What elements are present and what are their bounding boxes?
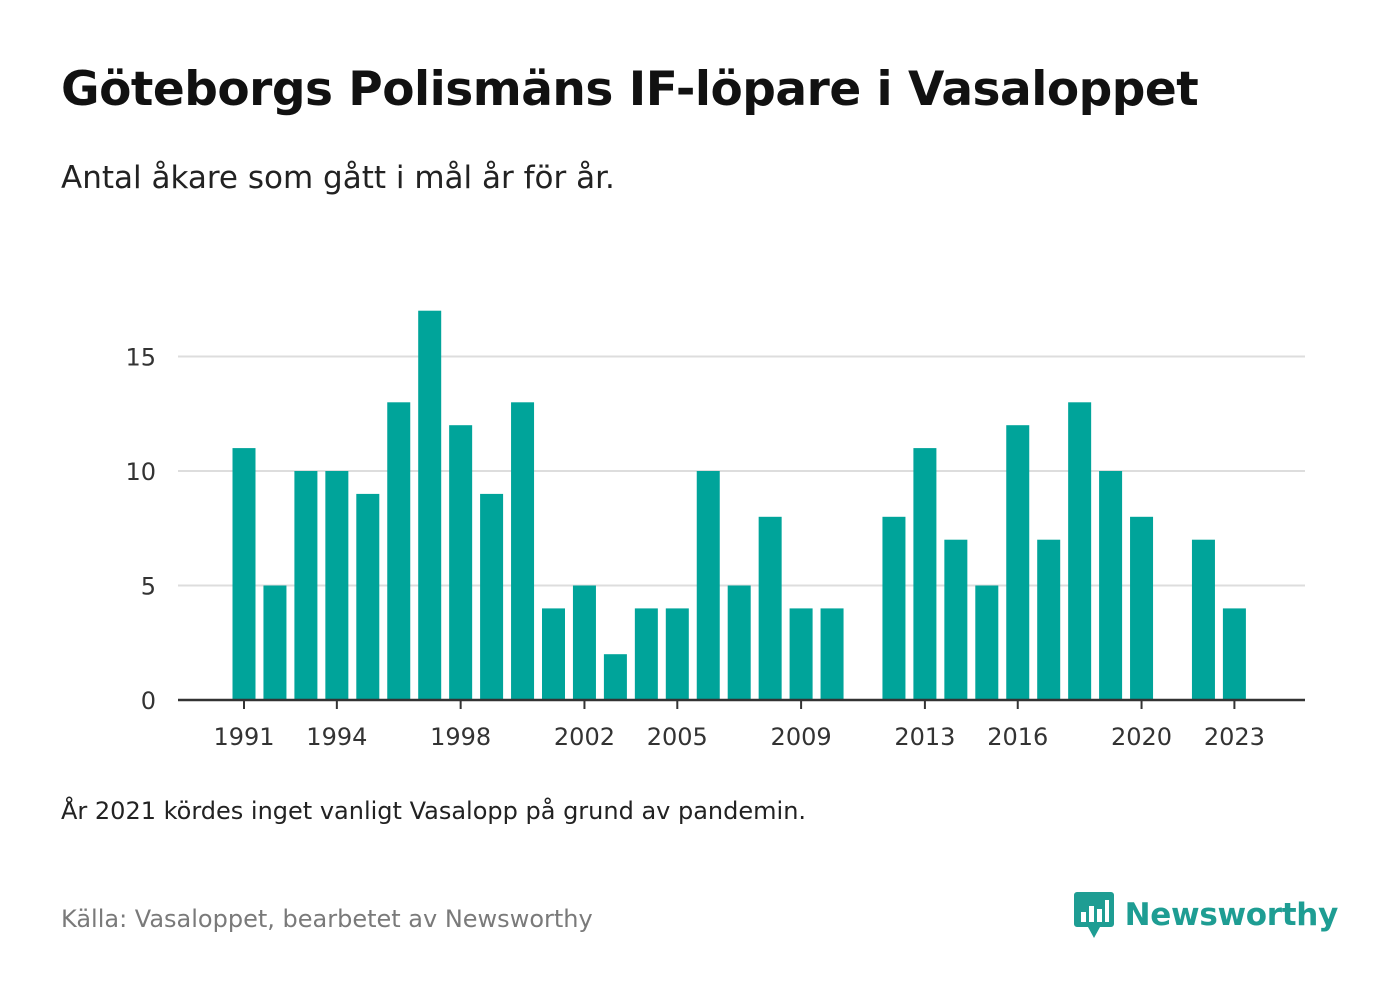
bar: [1191, 539, 1215, 700]
bar: [1099, 471, 1123, 700]
bar: [232, 448, 256, 700]
bar: [944, 539, 968, 700]
newsworthy-logo-icon: [1073, 892, 1114, 938]
bar: [882, 516, 906, 700]
bar: [975, 585, 999, 700]
x-tick-label: 2002: [554, 723, 615, 751]
bar: [1222, 608, 1246, 700]
chart-title: Göteborgs Polismäns IF-löpare i Vasalopp…: [61, 62, 1199, 117]
bar: [727, 585, 751, 700]
bar: [603, 654, 627, 700]
y-tick-label: 15: [125, 344, 156, 372]
bar: [449, 425, 473, 700]
x-tick-label: 1994: [306, 723, 367, 751]
bar: [356, 493, 380, 700]
x-tick-label: 2009: [771, 723, 832, 751]
x-tick-label: 1991: [213, 723, 274, 751]
bar: [913, 448, 937, 700]
bar: [572, 585, 596, 700]
bar: [418, 310, 442, 700]
bar: [1037, 539, 1061, 700]
bar: [1006, 425, 1030, 700]
bar: [789, 608, 813, 700]
x-tick-label: 2013: [894, 723, 955, 751]
bar-chart: 0 5 10 15 1991 1994 1998 2002 2005 2009 2013 2016 20…: [125, 310, 1305, 751]
bar: [387, 402, 411, 700]
y-tick-label: 10: [125, 458, 156, 486]
axes: 0 5 10 15 1991 1994 1998 2002 2005 2009 2013 2016 20…: [125, 344, 1305, 751]
chart-note: År 2021 kördes inget vanligt Vasalopp på…: [61, 797, 807, 825]
y-tick-label: 5: [141, 573, 156, 601]
bar: [634, 608, 658, 700]
y-tick-label: 0: [141, 687, 156, 715]
x-tick-label: 2016: [987, 723, 1048, 751]
bars: [232, 310, 1246, 700]
bar: [758, 516, 782, 700]
bar: [480, 493, 504, 700]
bar: [511, 402, 535, 700]
bar: [542, 608, 565, 700]
bar: [325, 471, 349, 700]
bar: [294, 471, 318, 700]
x-tick-label: 2020: [1111, 723, 1172, 751]
bar: [1130, 516, 1154, 700]
bar: [665, 608, 689, 700]
brand-logo: Newsworthy: [1073, 890, 1338, 940]
chart-subtitle: Antal åkare som gått i mål år för år.: [61, 160, 615, 196]
bar: [696, 471, 720, 700]
x-tick-label: 2023: [1204, 723, 1265, 751]
bar: [820, 608, 844, 700]
bar: [1068, 402, 1092, 700]
x-tick-label: 2005: [647, 723, 708, 751]
x-tick-label: 1998: [430, 723, 491, 751]
brand-name: Newsworthy: [1124, 897, 1339, 933]
bar: [263, 585, 287, 700]
source-text: Källa: Vasaloppet, bearbetet av Newswort…: [61, 905, 593, 933]
